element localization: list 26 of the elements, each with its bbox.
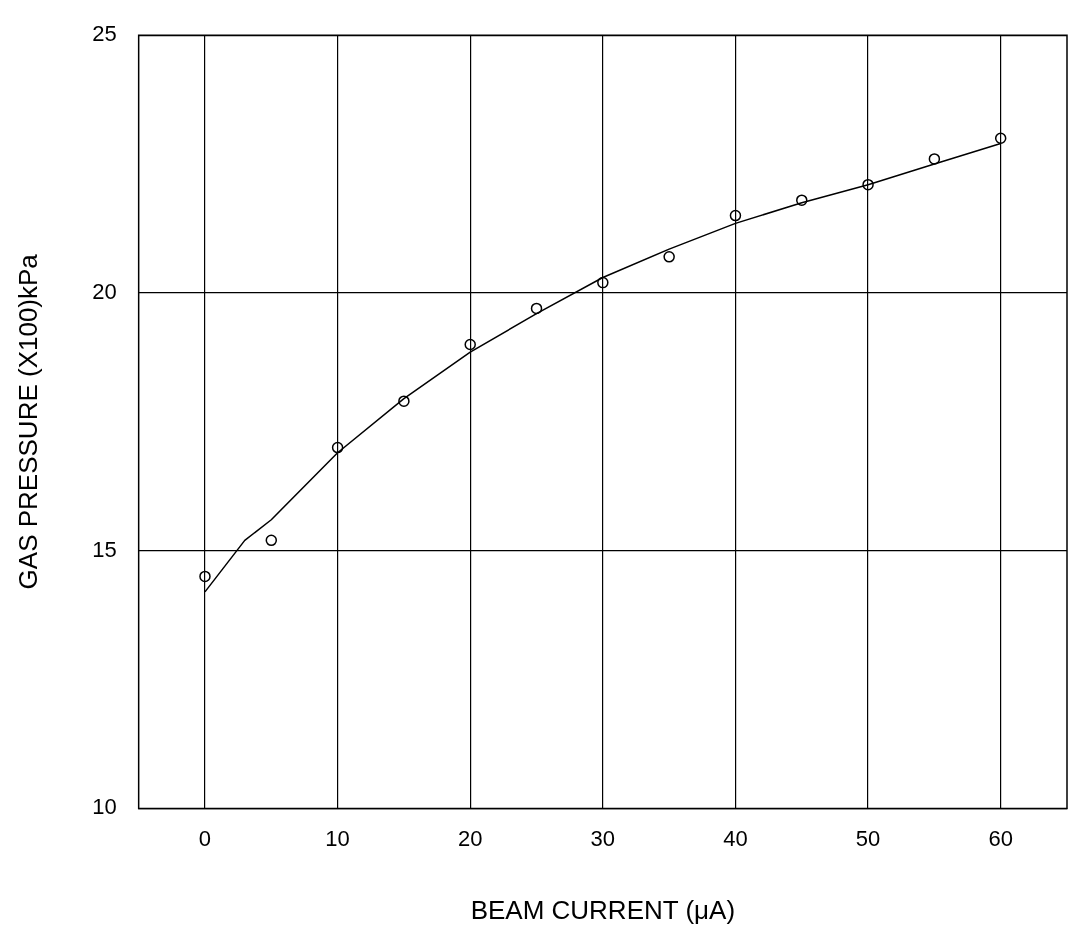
x-tick-label: 40 bbox=[723, 825, 748, 851]
point bbox=[663, 251, 675, 263]
point bbox=[796, 194, 808, 206]
point bbox=[862, 178, 874, 191]
y-tick-label: 15 bbox=[92, 536, 117, 562]
x-tick-label: 50 bbox=[855, 825, 881, 851]
point bbox=[928, 153, 941, 165]
point bbox=[464, 338, 476, 351]
point bbox=[199, 570, 211, 583]
y-tick-label: 25 bbox=[92, 21, 117, 47]
x-tick-label: 0 bbox=[198, 825, 212, 851]
point bbox=[331, 441, 344, 454]
x-tick-label: 60 bbox=[988, 825, 1013, 851]
point bbox=[530, 302, 543, 315]
y-tick-label: 10 bbox=[92, 794, 117, 820]
x-tick-label: 30 bbox=[590, 825, 616, 851]
point bbox=[398, 395, 410, 407]
point bbox=[265, 534, 278, 547]
point bbox=[994, 132, 1007, 145]
y-axis-title: GAS PRESSURE (X100)kPa bbox=[12, 253, 43, 590]
point bbox=[729, 209, 742, 222]
x-axis-title: BEAM CURRENT (μA) bbox=[470, 894, 736, 925]
y-tick-label: 20 bbox=[92, 279, 117, 304]
x-tick-label: 20 bbox=[457, 825, 483, 851]
point bbox=[597, 276, 609, 289]
x-tick-label: 10 bbox=[325, 825, 350, 851]
